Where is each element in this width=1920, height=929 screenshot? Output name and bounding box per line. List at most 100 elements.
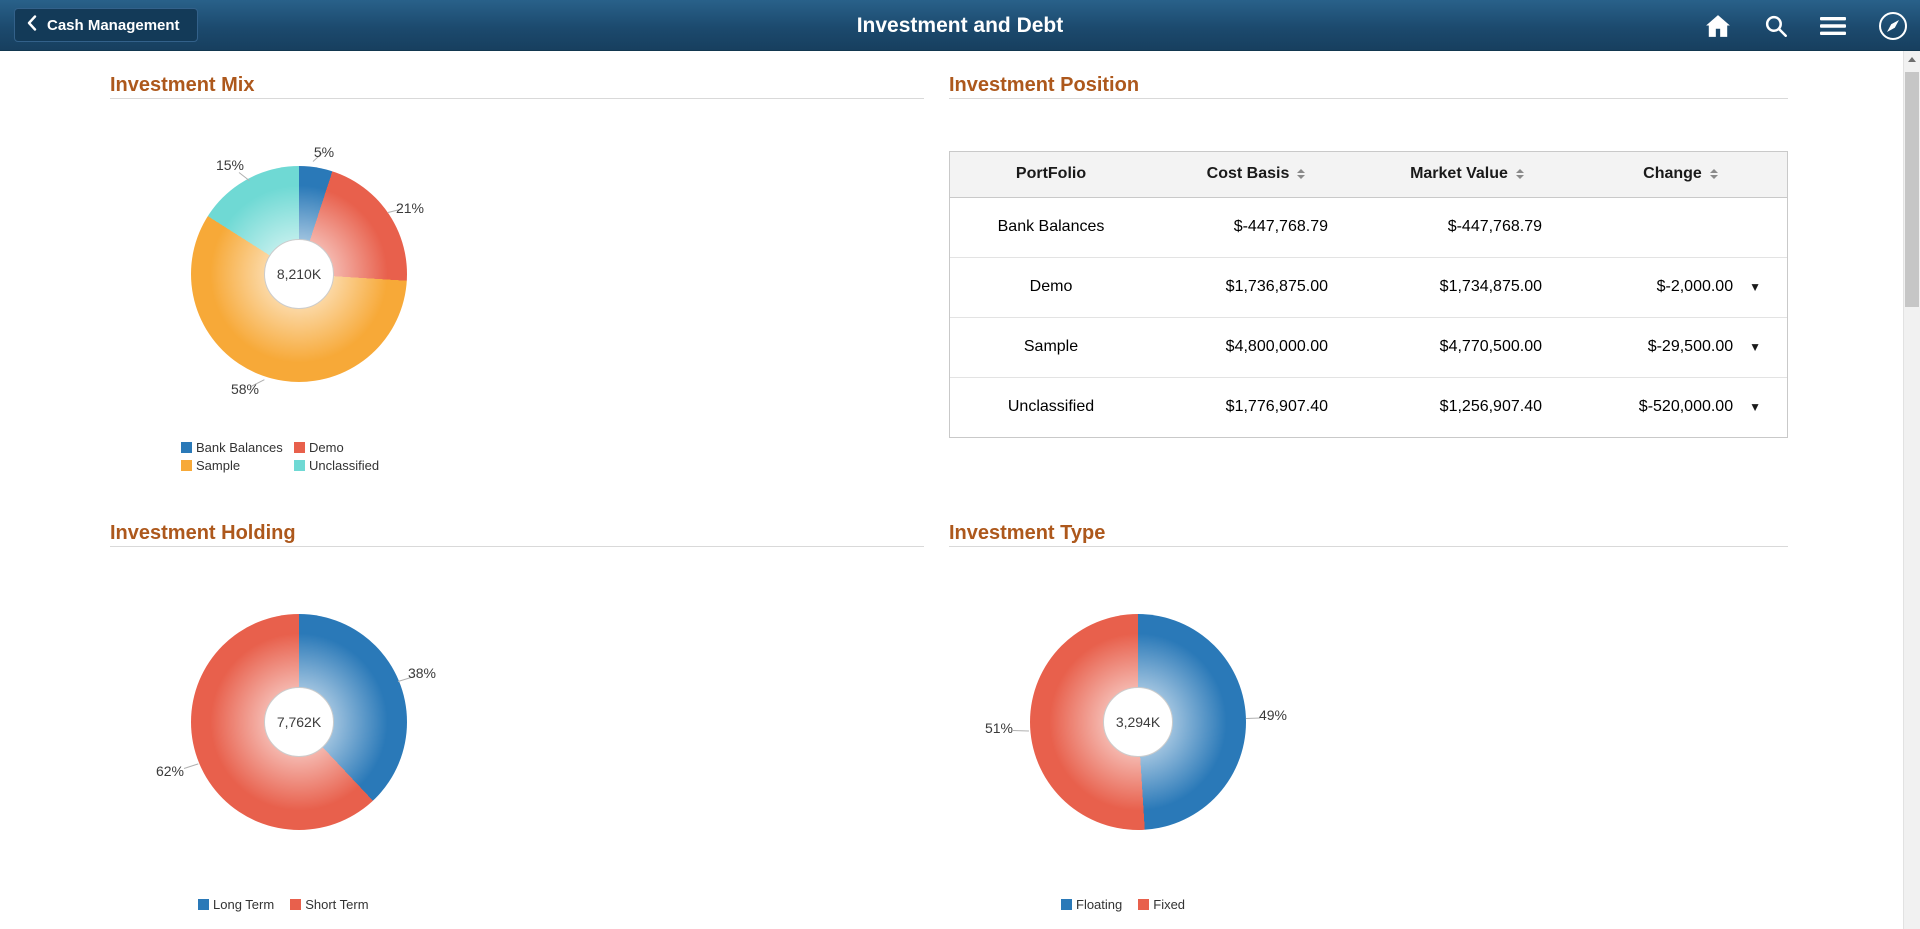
legend-swatch — [290, 898, 302, 910]
column-header-change[interactable]: Change — [1574, 152, 1787, 197]
cell-cost-basis: $1,776,907.40 — [1225, 398, 1328, 416]
search-icon[interactable] — [1763, 13, 1788, 38]
section-divider — [110, 545, 924, 547]
investment-position-section: Investment Position PortFolio Cost Basis — [949, 74, 1788, 482]
app-header: Cash Management Investment and Debt — [0, 0, 1920, 51]
slice-label: 51% — [984, 719, 1014, 736]
investment-mix-legend: Bank Balances Demo Sample Unclassified — [181, 440, 379, 473]
table-row[interactable]: Bank Balances $-447,768.79 $-447,768.79 — [950, 197, 1787, 257]
investment-holding-chart-area: 7,762K 38% 62% Long Term Short Term — [110, 547, 924, 917]
slice-label: 58% — [230, 381, 260, 397]
cell-change — [1574, 197, 1787, 257]
investment-holding-section: Investment Holding 7,762K 38% 62% Long T… — [110, 522, 924, 929]
cell-change: $-2,000.00 ▼ — [1656, 278, 1761, 295]
slice-label: 5% — [313, 144, 335, 160]
column-header-cost-basis[interactable]: Cost Basis — [1152, 152, 1360, 197]
investment-mix-section: Investment Mix 8,210K 5% 21% 58% 15% Ban… — [110, 74, 924, 482]
change-dropdown-button[interactable]: ▼ — [1749, 340, 1761, 354]
legend-item: Demo — [294, 440, 379, 455]
legend-item: Short Term — [290, 896, 369, 912]
table-row[interactable]: Sample $4,800,000.00 $4,770,500.00 $-29,… — [950, 317, 1787, 377]
cell-portfolio: Demo — [1029, 278, 1073, 295]
investment-type-section: Investment Type 3,294K 49% 51% Floating … — [949, 522, 1788, 929]
dashboard-content: Investment Mix 8,210K 5% 21% 58% 15% Ban… — [0, 51, 1903, 929]
donut-center-total: 8,210K — [264, 239, 334, 309]
cell-market-value: $1,734,875.00 — [1439, 278, 1542, 295]
sort-icon[interactable] — [1297, 169, 1306, 180]
legend-item: Floating — [1061, 897, 1122, 912]
donut-center-total: 7,762K — [264, 686, 334, 757]
investment-position-table: PortFolio Cost Basis Market Value Change — [950, 152, 1787, 437]
legend-swatch — [181, 460, 192, 471]
legend-item: Fixed — [1138, 897, 1185, 912]
investment-position-table-wrap: PortFolio Cost Basis Market Value Change — [949, 151, 1788, 438]
sort-icon[interactable] — [1709, 169, 1718, 180]
legend-label: Fixed — [1153, 896, 1186, 912]
back-button-cash-management[interactable]: Cash Management — [14, 8, 198, 42]
legend-item: Bank Balances — [181, 440, 294, 455]
legend-swatch — [198, 898, 209, 910]
investment-holding-legend: Long Term Short Term — [198, 897, 369, 912]
section-title-investment-type: Investment Type — [949, 521, 1106, 544]
cell-market-value: $1,256,907.40 — [1439, 398, 1542, 416]
investment-mix-chart-area: 8,210K 5% 21% 58% 15% Bank Balances Demo — [110, 99, 924, 473]
slice-label: 15% — [215, 157, 245, 173]
menu-icon[interactable] — [1820, 16, 1846, 36]
legend-item: Long Term — [198, 897, 274, 912]
cell-change: $-29,500.00 ▼ — [1647, 338, 1761, 355]
home-icon[interactable] — [1705, 14, 1731, 38]
navbar-icon[interactable] — [1878, 11, 1908, 41]
change-dropdown-button[interactable]: ▼ — [1749, 400, 1761, 415]
cell-change: $-520,000.00 ▼ — [1638, 398, 1761, 416]
label-leader-line — [1245, 717, 1261, 719]
table-row[interactable]: Unclassified $1,776,907.40 $1,256,907.40… — [950, 377, 1787, 437]
legend-swatch — [294, 460, 305, 471]
cell-market-value: $4,770,500.00 — [1439, 338, 1542, 355]
table-header-row: PortFolio Cost Basis Market Value Change — [950, 152, 1787, 197]
cell-portfolio: Unclassified — [1007, 398, 1095, 416]
section-divider — [110, 98, 924, 99]
section-divider — [949, 98, 1788, 99]
slice-label: 62% — [155, 762, 185, 779]
legend-label: Bank Balances — [196, 440, 283, 455]
cell-portfolio: Sample — [1023, 338, 1079, 355]
legend-item: Sample — [181, 458, 294, 473]
scrollbar-up-arrow[interactable] — [1904, 51, 1920, 68]
change-dropdown-button[interactable]: ▼ — [1749, 280, 1761, 294]
slice-label: 38% — [407, 664, 437, 681]
label-leader-line — [183, 762, 199, 769]
legend-label: Demo — [309, 440, 344, 455]
back-button-label: Cash Management — [47, 16, 180, 34]
legend-label: Unclassified — [309, 458, 380, 473]
column-header-market-value[interactable]: Market Value — [1360, 152, 1574, 197]
table-row[interactable]: Demo $1,736,875.00 $1,734,875.00 $-2,000… — [950, 257, 1787, 317]
scrollbar-thumb[interactable] — [1905, 72, 1919, 307]
slice-label: 49% — [1258, 706, 1288, 723]
investment-type-chart-area: 3,294K 49% 51% Floating Fixed — [949, 547, 1788, 917]
cell-market-value: $-447,768.79 — [1447, 218, 1542, 235]
legend-label: Short Term — [305, 896, 369, 912]
page-title: Investment and Debt — [856, 13, 1064, 37]
legend-label: Sample — [196, 458, 241, 473]
section-title-investment-position: Investment Position — [949, 74, 1140, 96]
section-divider — [949, 545, 1788, 547]
cell-portfolio: Bank Balances — [997, 218, 1105, 235]
slice-label: 21% — [395, 200, 425, 216]
column-header-portfolio: PortFolio — [1015, 165, 1087, 183]
legend-label: Long Term — [213, 896, 275, 912]
cell-cost-basis: $1,736,875.00 — [1225, 278, 1328, 295]
cell-cost-basis: $4,800,000.00 — [1225, 338, 1328, 355]
section-title-investment-mix: Investment Mix — [110, 74, 255, 96]
legend-swatch — [294, 442, 305, 453]
back-chevron-icon — [27, 15, 37, 35]
vertical-scrollbar[interactable] — [1903, 51, 1920, 929]
donut-center-total: 3,294K — [1103, 686, 1173, 757]
legend-swatch — [181, 442, 192, 453]
cell-cost-basis: $-447,768.79 — [1233, 218, 1328, 235]
legend-label: Floating — [1076, 896, 1123, 912]
section-title-investment-holding: Investment Holding — [110, 521, 296, 544]
legend-item: Unclassified — [294, 458, 379, 473]
legend-swatch — [1061, 898, 1072, 910]
label-leader-line — [1012, 729, 1030, 732]
sort-icon[interactable] — [1515, 169, 1524, 180]
